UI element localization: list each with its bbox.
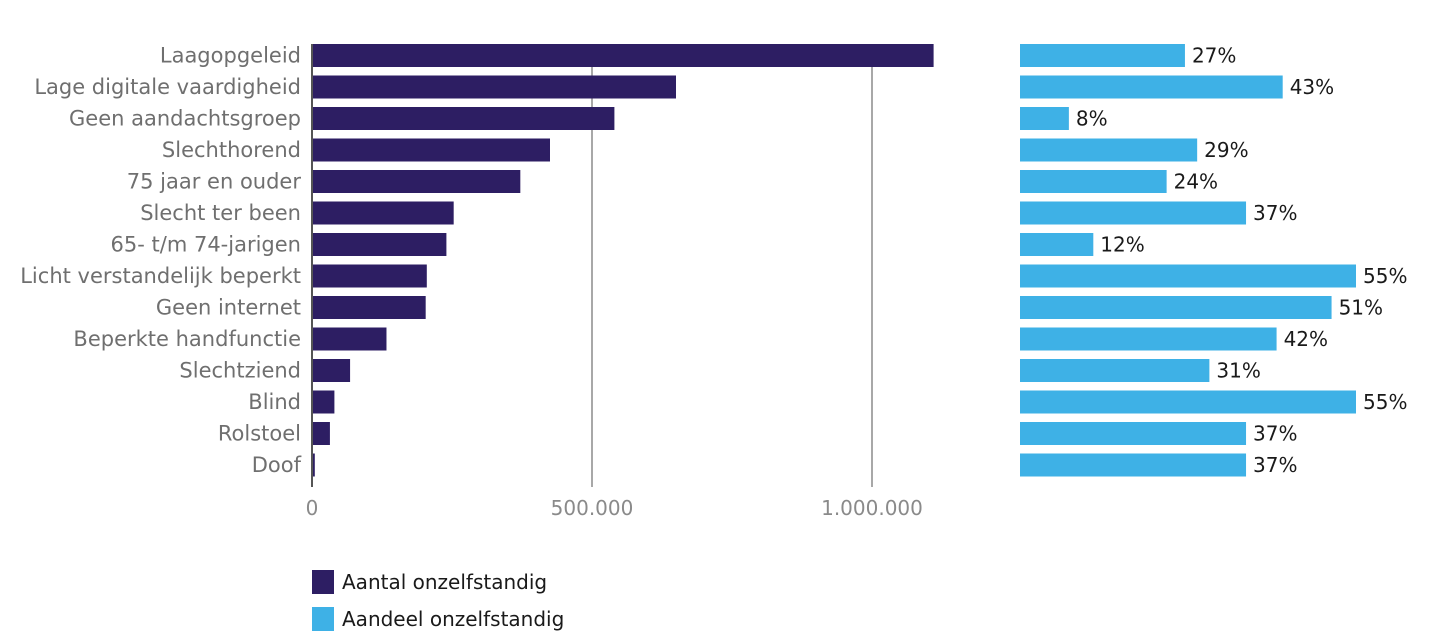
share-bars bbox=[1020, 44, 1356, 477]
count-bar bbox=[312, 359, 351, 382]
share-bar bbox=[1020, 201, 1247, 225]
legend-item-count: Aantal onzelfstandig bbox=[312, 570, 547, 594]
category-label: Geen internet bbox=[156, 296, 301, 320]
share-bar bbox=[1020, 296, 1332, 319]
share-bar bbox=[1020, 138, 1198, 162]
category-label: Rolstoel bbox=[218, 422, 301, 446]
count-bar bbox=[312, 422, 330, 445]
share-bar bbox=[1020, 107, 1069, 130]
legend-item-share: Aandeel onzelfstandig bbox=[312, 607, 564, 631]
category-label: 65- t/m 74-jarigen bbox=[111, 233, 301, 257]
share-data-label: 37% bbox=[1253, 453, 1297, 477]
share-data-label: 51% bbox=[1339, 296, 1383, 320]
share-bar bbox=[1020, 453, 1247, 477]
x-tick-label: 0 bbox=[306, 496, 319, 520]
count-bar bbox=[312, 390, 335, 414]
count-bar bbox=[312, 138, 550, 162]
share-data-label: 42% bbox=[1284, 327, 1328, 351]
share-labels: 27% 43% 8% 29% 24% 37% 12% 55% 51% 42% 31% 55% 37% 37… bbox=[1076, 44, 1408, 478]
x-tick-label: 1.000.000 bbox=[821, 496, 923, 520]
category-label: 75 jaar en ouder bbox=[127, 170, 302, 194]
category-label: Beperkte handfunctie bbox=[73, 327, 301, 351]
category-label: Slecht ter been bbox=[140, 201, 301, 225]
share-bar bbox=[1020, 327, 1277, 351]
count-bar bbox=[312, 327, 387, 351]
count-bar bbox=[312, 264, 427, 288]
x-tick-label: 500.000 bbox=[551, 496, 634, 520]
category-label: Blind bbox=[248, 390, 301, 414]
share-bar bbox=[1020, 359, 1210, 382]
share-data-label: 24% bbox=[1174, 170, 1218, 194]
count-bar bbox=[312, 75, 676, 99]
share-bar bbox=[1020, 264, 1356, 288]
grid-lines bbox=[591, 44, 873, 487]
legend-swatch-count bbox=[312, 570, 334, 594]
share-data-label: 55% bbox=[1363, 264, 1407, 288]
legend-swatch-share bbox=[312, 607, 334, 631]
share-bar bbox=[1020, 44, 1185, 67]
share-bar bbox=[1020, 390, 1356, 414]
count-bar bbox=[312, 233, 447, 256]
share-data-label: 43% bbox=[1290, 75, 1334, 99]
share-data-label: 8% bbox=[1076, 107, 1108, 131]
count-bars bbox=[312, 44, 934, 477]
category-label: Laagopgeleid bbox=[160, 44, 301, 68]
share-bar bbox=[1020, 422, 1247, 445]
count-bar bbox=[312, 170, 521, 193]
category-label: Slechtziend bbox=[179, 359, 301, 383]
count-bar bbox=[312, 201, 454, 225]
count-bar bbox=[312, 296, 426, 319]
count-bar bbox=[312, 44, 934, 67]
share-data-label: 12% bbox=[1100, 233, 1144, 257]
share-data-label: 27% bbox=[1192, 44, 1236, 68]
chart: Laagopgeleid Lage digitale vaardigheid Gee… bbox=[20, 44, 1408, 521]
share-bar bbox=[1020, 170, 1167, 193]
category-label: Lage digitale vaardigheid bbox=[34, 75, 301, 99]
category-labels: Laagopgeleid Lage digitale vaardigheid Gee… bbox=[20, 44, 301, 478]
category-label: Slechthorend bbox=[162, 138, 301, 162]
share-data-label: 37% bbox=[1253, 201, 1297, 225]
share-data-label: 31% bbox=[1216, 359, 1260, 383]
legend-label-count: Aantal onzelfstandig bbox=[342, 570, 548, 594]
x-tick-labels: 0 500.000 1.000.000 bbox=[306, 496, 923, 520]
legend-label-share: Aandeel onzelfstandig bbox=[342, 607, 565, 631]
category-label: Doof bbox=[252, 453, 302, 477]
count-bar bbox=[312, 107, 615, 130]
share-bar bbox=[1020, 75, 1283, 99]
share-data-label: 55% bbox=[1363, 390, 1407, 414]
category-label: Geen aandachtsgroep bbox=[69, 107, 301, 131]
share-data-label: 29% bbox=[1204, 138, 1248, 162]
count-bar bbox=[312, 453, 315, 477]
share-data-label: 37% bbox=[1253, 422, 1297, 446]
category-label: Licht verstandelijk beperkt bbox=[20, 264, 301, 288]
share-bar bbox=[1020, 233, 1094, 256]
